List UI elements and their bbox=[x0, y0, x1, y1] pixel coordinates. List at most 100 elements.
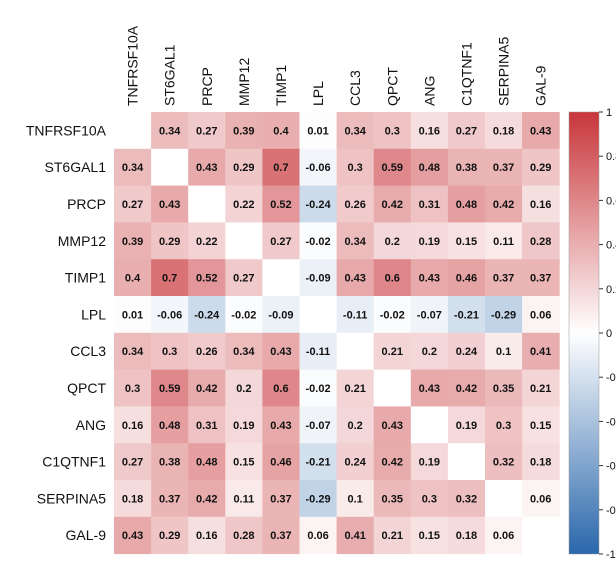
cell-value-label: 0.37 bbox=[159, 493, 180, 505]
heatmap-cell bbox=[262, 296, 300, 334]
heatmap-cell bbox=[485, 296, 523, 334]
cell-value-label: 0.41 bbox=[344, 530, 365, 542]
heatmap-cell-empty bbox=[410, 406, 449, 444]
cell-value-label: 0.27 bbox=[196, 125, 217, 137]
heatmap-cell bbox=[410, 185, 449, 223]
cell-value-label: -0.11 bbox=[343, 309, 367, 321]
heatmap-cell bbox=[410, 222, 449, 260]
heatmap-cell bbox=[188, 480, 226, 518]
heatmap-cell bbox=[151, 259, 189, 297]
row-labels: TNFRSF10A ST6GAL1 PRCP MMP12 TIMP1 LPL CCL3 QPC… bbox=[26, 122, 107, 543]
cell-value-label: 0.3 bbox=[162, 346, 177, 358]
cell-value-label: 0.21 bbox=[382, 346, 403, 358]
heatmap-cell bbox=[262, 185, 300, 223]
colorbar-tick-label: -0.6 bbox=[606, 461, 616, 473]
cell-value-label: -0.21 bbox=[306, 457, 331, 469]
cell-value-label: 0.34 bbox=[233, 346, 255, 358]
heatmap-cell bbox=[225, 406, 263, 444]
cell-value-label: 0.42 bbox=[382, 199, 403, 211]
heatmap-cell bbox=[225, 443, 263, 481]
row-label: SERPINA5 bbox=[37, 490, 106, 506]
cell-value-label: -0.02 bbox=[231, 309, 256, 321]
colorbar-tick-label: -0.4 bbox=[606, 416, 616, 428]
cell-value-label: 0.22 bbox=[233, 199, 254, 211]
cell-value-label: 0.3 bbox=[385, 125, 400, 137]
heatmap-cell-empty bbox=[299, 296, 338, 334]
heatmap-cell bbox=[262, 406, 300, 444]
heatmap-cell bbox=[188, 332, 226, 371]
heatmap-cell bbox=[373, 112, 412, 150]
cell-value-label: 0.41 bbox=[530, 346, 551, 358]
heatmap-cell-values: 0.34 0.27 0.39 0.4 0.01 0.34 0.3 0.16 0.27 0.18 0.… bbox=[122, 125, 552, 542]
cell-value-label: 0.7 bbox=[162, 273, 177, 285]
column-label: LPL bbox=[310, 81, 326, 106]
row-label: CCL3 bbox=[70, 343, 106, 359]
heatmap-cell bbox=[373, 480, 412, 518]
heatmap-cell bbox=[262, 516, 300, 555]
column-label: PRCP bbox=[199, 67, 215, 106]
cell-value-label: 0.42 bbox=[456, 383, 477, 395]
cell-value-label: 0.37 bbox=[270, 530, 291, 542]
heatmap-cell bbox=[336, 406, 375, 444]
colorbar-tick-label: 1 bbox=[606, 107, 612, 119]
cell-value-label: 0.31 bbox=[419, 199, 440, 211]
colorbar-tick-label: 0.6 bbox=[606, 195, 616, 207]
heatmap-cell bbox=[151, 443, 189, 481]
heatmap-cell bbox=[262, 148, 300, 187]
heatmap-cell bbox=[114, 516, 152, 555]
cell-value-label: 0.38 bbox=[159, 457, 180, 469]
cell-value-label: 0.6 bbox=[385, 273, 400, 285]
heatmap-cell bbox=[336, 516, 375, 555]
cell-value-label: 0.3 bbox=[348, 162, 363, 174]
column-label: TNFRSF10A bbox=[125, 25, 141, 106]
cell-value-label: -0.24 bbox=[194, 309, 220, 321]
heatmap-cell bbox=[188, 148, 226, 187]
cell-value-label: 0.01 bbox=[122, 309, 143, 321]
cell-value-label: 0.27 bbox=[122, 457, 143, 469]
column-label: QPCT bbox=[384, 67, 400, 106]
heatmap-cell bbox=[114, 332, 152, 371]
cell-value-label: 0.3 bbox=[496, 420, 511, 432]
heatmap-cell bbox=[299, 406, 338, 444]
cell-value-label: 0.15 bbox=[419, 530, 440, 542]
heatmap-cell bbox=[151, 332, 189, 371]
cell-value-label: 0.4 bbox=[273, 125, 289, 137]
cell-value-label: 0.43 bbox=[382, 420, 403, 432]
cell-value-label: 0.42 bbox=[382, 457, 403, 469]
heatmap-cell bbox=[262, 112, 300, 150]
heatmap-cell-empty bbox=[188, 185, 226, 223]
heatmap-cell bbox=[225, 112, 263, 150]
heatmap-cell bbox=[522, 112, 560, 150]
cell-value-label: 0.18 bbox=[530, 457, 551, 469]
cell-value-label: 0.43 bbox=[196, 162, 217, 174]
cell-value-label: 0.06 bbox=[307, 530, 328, 542]
cell-value-label: 0.43 bbox=[419, 273, 440, 285]
cell-value-label: 0.19 bbox=[419, 457, 440, 469]
cell-value-label: 0.34 bbox=[344, 125, 366, 137]
heatmap-cell bbox=[485, 406, 523, 444]
heatmap-cell bbox=[114, 185, 152, 223]
heatmap-cell bbox=[225, 369, 263, 407]
heatmap-cell bbox=[522, 222, 560, 260]
heatmap-cell bbox=[447, 516, 486, 555]
heatmap-cell bbox=[447, 185, 486, 223]
cell-value-label: -0.11 bbox=[306, 346, 330, 358]
heatmap-cell bbox=[225, 516, 263, 555]
cell-value-label: 0.01 bbox=[307, 125, 328, 137]
heatmap-cell bbox=[188, 516, 226, 555]
heatmap-cell bbox=[225, 185, 263, 223]
heatmap-cell bbox=[336, 259, 375, 297]
cell-value-label: 0.34 bbox=[159, 125, 181, 137]
colorbar-ticks: 1 0.8 0.6 0.4 0.2 0 -0.2 -0.4 -0.6 -0.8 -1 bbox=[599, 107, 616, 561]
heatmap-cell bbox=[225, 480, 263, 518]
heatmap-cell bbox=[373, 443, 412, 481]
heatmap-cell bbox=[188, 406, 226, 444]
heatmap-cell bbox=[447, 296, 486, 334]
heatmap-cell bbox=[522, 480, 560, 518]
column-label: CCL3 bbox=[347, 70, 363, 106]
cell-value-label: 0.1 bbox=[348, 493, 363, 505]
heatmap-cell bbox=[410, 296, 449, 334]
cell-value-label: 0.21 bbox=[382, 530, 403, 542]
row-label: ANG bbox=[76, 417, 106, 433]
cell-value-label: 0.39 bbox=[233, 125, 254, 137]
